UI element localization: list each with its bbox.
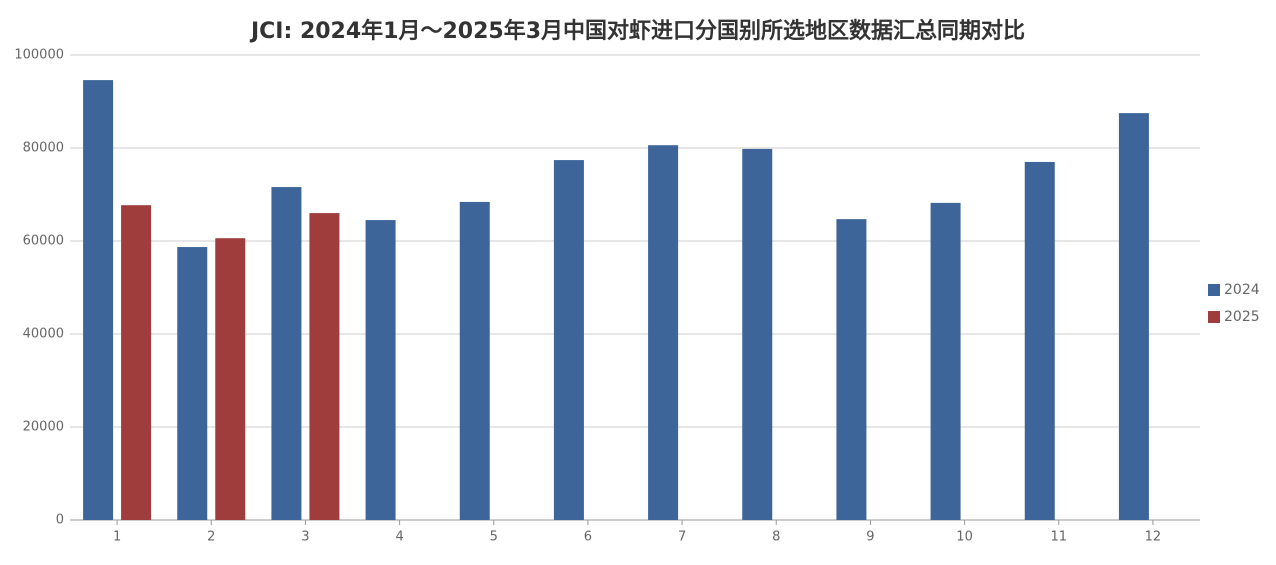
- bar: [215, 238, 246, 520]
- x-tick-label: 7: [678, 530, 686, 545]
- y-tick-label: 20000: [23, 420, 64, 435]
- x-tick-label: 8: [772, 530, 780, 545]
- x-tick-label: 3: [301, 530, 309, 545]
- y-tick-label: 0: [56, 513, 64, 528]
- x-tick-label: 4: [395, 530, 403, 545]
- bar: [309, 213, 340, 520]
- x-tick-label: 12: [1145, 530, 1162, 545]
- y-tick-label: 100000: [14, 48, 64, 63]
- bar: [648, 145, 679, 520]
- legend-swatch: [1208, 284, 1220, 296]
- bar: [836, 219, 867, 520]
- bar: [177, 247, 208, 521]
- legend-label: 2024: [1224, 282, 1260, 298]
- bar: [271, 187, 302, 520]
- bar: [742, 148, 773, 520]
- bar: [1024, 161, 1055, 520]
- x-tick-label: 10: [956, 530, 973, 545]
- y-tick-label: 40000: [23, 327, 64, 342]
- x-tick-label: 1: [113, 530, 121, 545]
- x-tick-label: 6: [584, 530, 592, 545]
- bar: [1118, 113, 1149, 520]
- y-tick-label: 80000: [23, 141, 64, 156]
- bar: [121, 205, 152, 520]
- bar: [459, 201, 490, 520]
- bar: [553, 160, 584, 520]
- x-tick-label: 5: [490, 530, 498, 545]
- x-tick-label: 9: [866, 530, 874, 545]
- y-tick-label: 60000: [23, 234, 64, 249]
- legend-swatch: [1208, 311, 1220, 323]
- x-tick-label: 11: [1050, 530, 1067, 545]
- chart-title: JCI: 2024年1月～2025年3月中国对虾进口分国别所选地区数据汇总同期对…: [249, 18, 1025, 44]
- legend-label: 2025: [1224, 309, 1260, 325]
- bar: [365, 220, 396, 520]
- bar: [930, 202, 961, 520]
- bar: [83, 80, 114, 521]
- x-tick-label: 2: [207, 530, 215, 545]
